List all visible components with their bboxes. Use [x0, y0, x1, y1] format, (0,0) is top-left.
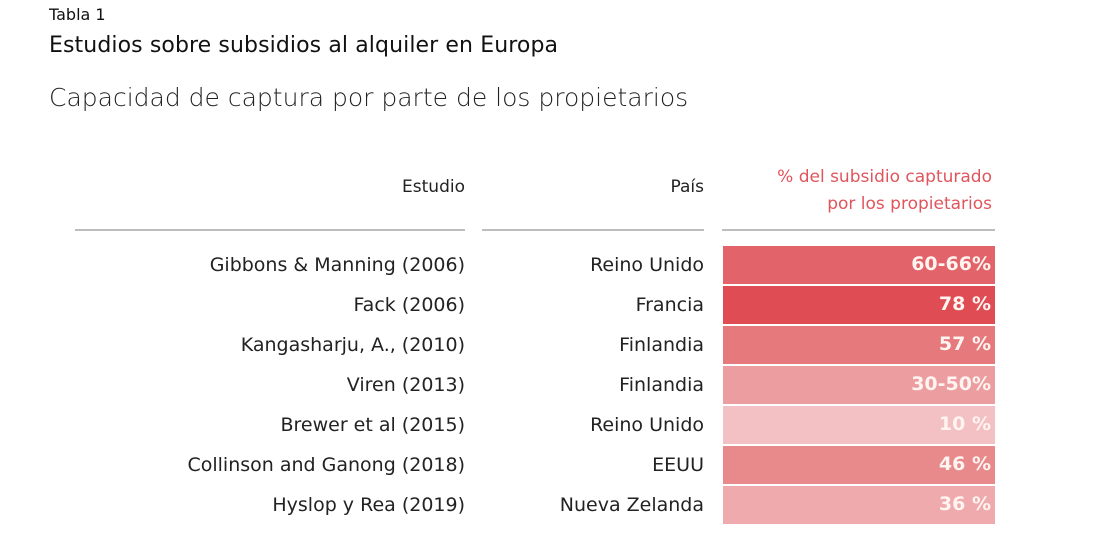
cell-country: Francia: [635, 294, 704, 316]
cell-country: Reino Unido: [590, 254, 704, 276]
cell-pct-value: 36 %: [938, 493, 991, 515]
cell-study: Kangasharju, A., (2010): [240, 334, 465, 356]
table-label: Tabla 1: [49, 5, 106, 24]
column-header-pct-line1: % del subsidio capturado: [777, 167, 992, 187]
page-subtitle: Capacidad de captura por parte de los pr…: [49, 83, 689, 112]
cell-pct: 30-50%: [723, 366, 995, 406]
table-body: Gibbons & Manning (2006) Reino Unido 60-…: [0, 246, 1101, 526]
table-row: Brewer et al (2015) Reino Unido 10 %: [0, 406, 1101, 446]
header-divider-pais: [482, 229, 704, 231]
cell-study: Fack (2006): [353, 294, 466, 316]
table-row: Hyslop y Rea (2019) Nueva Zelanda 36 %: [0, 486, 1101, 526]
cell-study: Hyslop y Rea (2019): [272, 494, 465, 516]
cell-pct: 46 %: [723, 446, 995, 486]
cell-pct: 78 %: [723, 286, 995, 326]
header-divider-estudio: [75, 229, 465, 231]
cell-pct-value: 10 %: [938, 413, 991, 435]
cell-country: Reino Unido: [590, 414, 704, 436]
cell-study: Brewer et al (2015): [280, 414, 465, 436]
table-row: Fack (2006) Francia 78 %: [0, 286, 1101, 326]
cell-country: Nueva Zelanda: [559, 494, 704, 516]
table-row: Kangasharju, A., (2010) Finlandia 57 %: [0, 326, 1101, 366]
cell-pct-value: 30-50%: [911, 373, 991, 395]
cell-pct: 57 %: [723, 326, 995, 366]
cell-study: Viren (2013): [346, 374, 465, 396]
cell-study: Gibbons & Manning (2006): [209, 254, 465, 276]
cell-country: Finlandia: [619, 374, 704, 396]
cell-country: Finlandia: [619, 334, 704, 356]
cell-pct-value: 78 %: [938, 293, 991, 315]
cell-pct: 10 %: [723, 406, 995, 446]
page-title: Estudios sobre subsidios al alquiler en …: [49, 33, 559, 58]
cell-study: Collinson and Ganong (2018): [187, 454, 465, 476]
cell-pct-value: 60-66%: [911, 253, 991, 275]
cell-country: EEUU: [652, 454, 704, 476]
cell-pct-value: 57 %: [938, 333, 991, 355]
column-header-pais: País: [670, 177, 705, 197]
table-row: Gibbons & Manning (2006) Reino Unido 60-…: [0, 246, 1101, 286]
header-divider-pct: [722, 229, 995, 231]
table-row: Collinson and Ganong (2018) EEUU 46 %: [0, 446, 1101, 486]
column-header-pct: % del subsidio capturado por los propiet…: [722, 164, 992, 218]
column-header-pct-line2: por los propietarios: [827, 194, 992, 214]
column-header-estudio: Estudio: [402, 177, 465, 197]
cell-pct: 36 %: [723, 486, 995, 526]
cell-pct-value: 46 %: [938, 453, 991, 475]
table-row: Viren (2013) Finlandia 30-50%: [0, 366, 1101, 406]
cell-pct: 60-66%: [723, 246, 995, 286]
